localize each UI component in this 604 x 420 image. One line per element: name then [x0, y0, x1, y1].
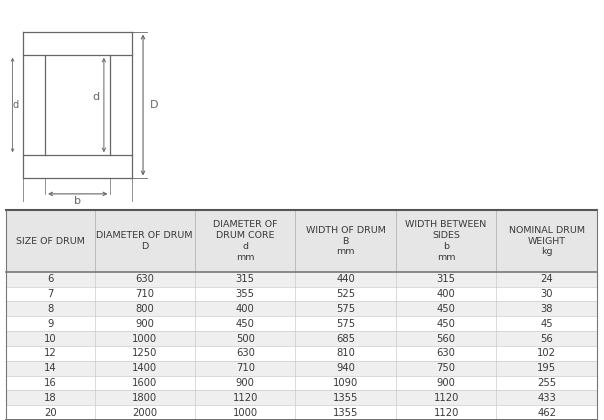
Bar [6, 361, 597, 375]
Text: b: b [74, 196, 82, 205]
Bar [6, 302, 597, 316]
Text: 630: 630 [437, 348, 455, 358]
Bar [6, 346, 597, 361]
Text: 6: 6 [47, 274, 53, 284]
Text: 900: 900 [236, 378, 255, 388]
Bar [6, 405, 597, 420]
Bar [6, 375, 597, 390]
Text: 10: 10 [44, 333, 57, 344]
Text: 255: 255 [537, 378, 556, 388]
Text: 900: 900 [135, 319, 154, 329]
Text: d: d [92, 92, 99, 102]
Text: 630: 630 [135, 274, 154, 284]
Text: 16: 16 [44, 378, 57, 388]
Text: 1090: 1090 [333, 378, 358, 388]
Bar [6, 316, 597, 331]
Text: 1250: 1250 [132, 348, 158, 358]
Text: 500: 500 [236, 333, 255, 344]
Text: 18: 18 [44, 393, 57, 403]
Text: 8: 8 [47, 304, 53, 314]
Text: 400: 400 [437, 289, 455, 299]
Bar [6, 210, 597, 272]
Bar [6, 331, 597, 346]
Text: 462: 462 [537, 407, 556, 417]
Text: 1120: 1120 [434, 407, 459, 417]
Bar [6, 390, 597, 405]
Text: 1600: 1600 [132, 378, 158, 388]
Text: 440: 440 [336, 274, 355, 284]
Text: 1800: 1800 [132, 393, 157, 403]
Text: 1000: 1000 [132, 333, 157, 344]
Text: 38: 38 [541, 304, 553, 314]
Text: SIZE OF DRUM: SIZE OF DRUM [16, 236, 85, 246]
Text: 810: 810 [336, 348, 355, 358]
Text: 14: 14 [44, 363, 57, 373]
Text: 685: 685 [336, 333, 355, 344]
Text: 30: 30 [541, 289, 553, 299]
Text: 900: 900 [437, 378, 455, 388]
Text: 1000: 1000 [233, 407, 258, 417]
Text: 7: 7 [47, 289, 53, 299]
Text: 9: 9 [47, 319, 53, 329]
Text: 400: 400 [236, 304, 254, 314]
Text: 315: 315 [437, 274, 455, 284]
Text: 710: 710 [236, 363, 255, 373]
Text: 1355: 1355 [333, 393, 358, 403]
Text: 20: 20 [44, 407, 57, 417]
Text: WIDTH BETWEEN
SIDES
b
mm: WIDTH BETWEEN SIDES b mm [405, 220, 487, 262]
Text: 2000: 2000 [132, 407, 157, 417]
Text: DIAMETER OF
DRUM CORE
d
mm: DIAMETER OF DRUM CORE d mm [213, 220, 277, 262]
Text: 940: 940 [336, 363, 355, 373]
Text: 355: 355 [236, 289, 255, 299]
Text: 525: 525 [336, 289, 355, 299]
Text: 710: 710 [135, 289, 154, 299]
Text: 315: 315 [236, 274, 255, 284]
Text: d: d [13, 100, 19, 110]
Text: 433: 433 [537, 393, 556, 403]
Text: 800: 800 [135, 304, 154, 314]
Text: DIAMETER OF DRUM
D: DIAMETER OF DRUM D [97, 231, 193, 251]
Text: 1120: 1120 [233, 393, 258, 403]
Text: B: B [74, 211, 82, 221]
Text: 195: 195 [537, 363, 556, 373]
Text: 24: 24 [540, 274, 553, 284]
Text: 450: 450 [437, 319, 455, 329]
Text: 1400: 1400 [132, 363, 157, 373]
Text: 450: 450 [437, 304, 455, 314]
Text: D: D [150, 100, 158, 110]
Text: 56: 56 [540, 333, 553, 344]
Text: 575: 575 [336, 319, 355, 329]
Text: 1355: 1355 [333, 407, 358, 417]
Text: 575: 575 [336, 304, 355, 314]
Bar [6, 287, 597, 302]
Text: 560: 560 [437, 333, 455, 344]
Text: 12: 12 [44, 348, 57, 358]
Text: 1120: 1120 [434, 393, 459, 403]
Text: NOMINAL DRUM
WEIGHT
kg: NOMINAL DRUM WEIGHT kg [509, 226, 585, 256]
Text: 630: 630 [236, 348, 255, 358]
Text: 450: 450 [236, 319, 255, 329]
Text: WIDTH OF DRUM
B
mm: WIDTH OF DRUM B mm [306, 226, 385, 256]
Bar [6, 272, 597, 287]
Text: 45: 45 [540, 319, 553, 329]
Text: 750: 750 [437, 363, 455, 373]
Text: 102: 102 [537, 348, 556, 358]
